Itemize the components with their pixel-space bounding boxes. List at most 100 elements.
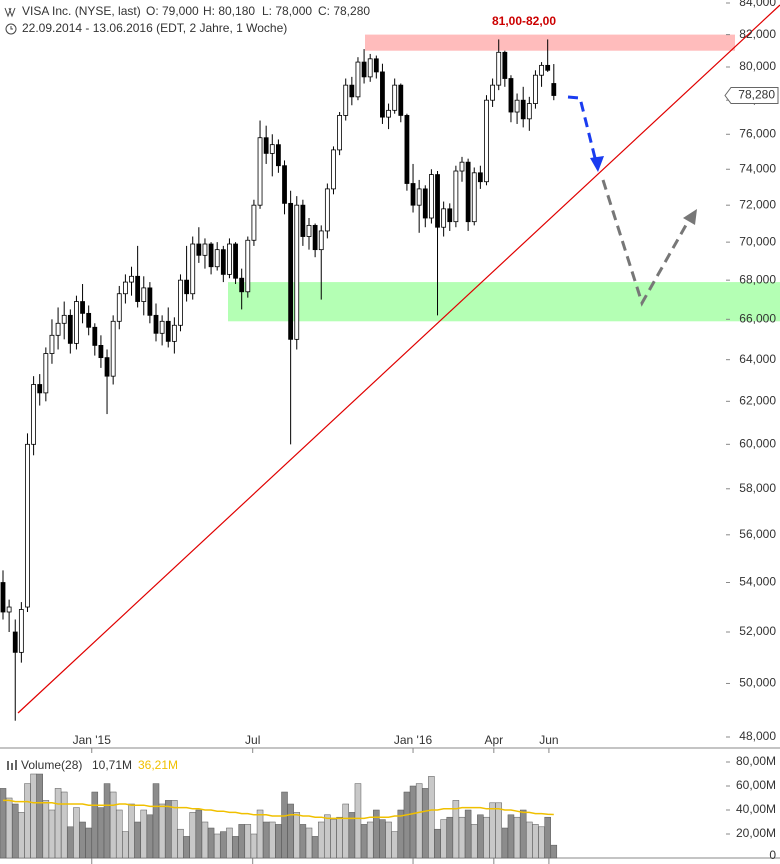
candle-body xyxy=(490,84,496,101)
candle-body xyxy=(337,115,343,151)
logo-icon xyxy=(4,7,16,18)
volume-bar xyxy=(483,816,490,859)
candle-body xyxy=(269,144,275,154)
candle-body xyxy=(171,324,177,342)
legend-icon xyxy=(7,761,9,770)
volume-bar xyxy=(501,827,509,859)
forecast-down xyxy=(567,95,598,163)
volume-bar xyxy=(336,816,343,859)
candle-body xyxy=(373,58,379,73)
x-tick-label: Jul xyxy=(245,733,260,747)
volume-bar xyxy=(422,788,429,859)
y-tick-label: 70,000 xyxy=(739,234,776,248)
candle-body xyxy=(551,83,557,96)
volume-bar xyxy=(85,827,92,859)
candle-body xyxy=(539,64,544,76)
volume-bar xyxy=(330,819,337,859)
arrow-head xyxy=(683,209,697,225)
candle-body xyxy=(410,183,416,206)
volume-bar xyxy=(311,836,319,859)
volume-bar xyxy=(256,809,264,859)
volume-bar xyxy=(73,807,80,859)
candle-body xyxy=(453,170,459,223)
legend-icon xyxy=(11,763,13,770)
volume-bar xyxy=(385,821,392,859)
candle-body xyxy=(318,230,324,251)
candle-body xyxy=(49,334,55,354)
high-label: H: 80,180 xyxy=(203,4,255,18)
candle-body xyxy=(331,149,336,190)
x-tick-label: Apr xyxy=(484,733,503,747)
volume-bar xyxy=(54,788,62,859)
candle-body xyxy=(61,314,67,324)
candle-body xyxy=(282,165,287,204)
volume-bar xyxy=(238,824,245,859)
volume-bar xyxy=(201,821,209,859)
volume-bar xyxy=(415,783,423,859)
volume-bar xyxy=(134,821,141,859)
volume-bar xyxy=(24,783,31,859)
volume-title: Volume(28) xyxy=(21,758,82,772)
candle-body xyxy=(141,287,147,302)
x-tick-label: Jan '15 xyxy=(73,733,112,747)
volume-bar xyxy=(158,803,166,859)
volume-bar xyxy=(397,809,405,859)
y-tick-label: 64,000 xyxy=(739,352,776,366)
candle-body xyxy=(428,174,434,219)
candle-body xyxy=(349,84,355,98)
x-tick-label: Jan '16 xyxy=(394,733,433,747)
candle-body xyxy=(263,137,269,154)
open-label: O: 79,000 xyxy=(146,4,199,18)
volume-bar xyxy=(36,773,43,859)
candle-body xyxy=(422,188,428,219)
candle-body xyxy=(159,320,165,334)
volume-bar xyxy=(281,791,288,859)
volume-bar xyxy=(299,824,307,859)
volume-bar xyxy=(262,821,270,859)
volume-bar xyxy=(244,824,252,859)
volume-bar xyxy=(513,816,521,859)
candle-body xyxy=(135,275,141,302)
close-label: C: 78,280 xyxy=(318,4,370,18)
y-tick-label: 52,000 xyxy=(739,624,776,638)
volume-bar xyxy=(183,836,190,859)
volume-bar xyxy=(379,819,386,859)
candle-body xyxy=(508,78,514,113)
y-tick-label: 48,000 xyxy=(739,729,776,743)
candle-body xyxy=(386,109,391,118)
volume-bar xyxy=(269,821,276,859)
candle-body xyxy=(533,74,538,104)
volume-bar xyxy=(391,831,398,859)
candle-body xyxy=(441,208,447,228)
volume-bar xyxy=(275,824,282,859)
volume-bar xyxy=(477,814,484,859)
candle-body xyxy=(178,279,183,326)
y-tick-label: 74,000 xyxy=(739,161,776,175)
candle-body xyxy=(477,172,483,183)
y-tick-label: 56,000 xyxy=(739,527,776,541)
volume-bar xyxy=(409,785,417,859)
volume-legend: Volume(28) 10,71M 36,21M xyxy=(7,758,178,772)
volume-bar xyxy=(532,824,539,859)
candle-body xyxy=(43,353,49,394)
volume-bar xyxy=(18,812,25,859)
volume-bar xyxy=(538,826,545,859)
y-tick-label: 80,000 xyxy=(739,59,776,73)
candle-body xyxy=(398,84,404,116)
candle-body xyxy=(196,243,202,256)
header: VISA Inc. (NYSE, last) O: 79,000 H: 80,1… xyxy=(4,4,370,35)
forecast-arrows xyxy=(567,95,697,307)
candle-body xyxy=(545,64,551,71)
candle-body xyxy=(110,320,116,377)
candle-body xyxy=(0,582,6,613)
volume-bar xyxy=(354,783,362,859)
candle-body xyxy=(471,172,477,223)
volume-bar xyxy=(403,791,411,859)
clock-icon xyxy=(5,23,17,35)
volume-bar xyxy=(458,816,466,859)
candle-body xyxy=(275,144,281,167)
candle-body xyxy=(165,320,171,342)
candle-body xyxy=(129,275,134,283)
candles xyxy=(0,39,557,721)
candle-body xyxy=(514,99,520,113)
